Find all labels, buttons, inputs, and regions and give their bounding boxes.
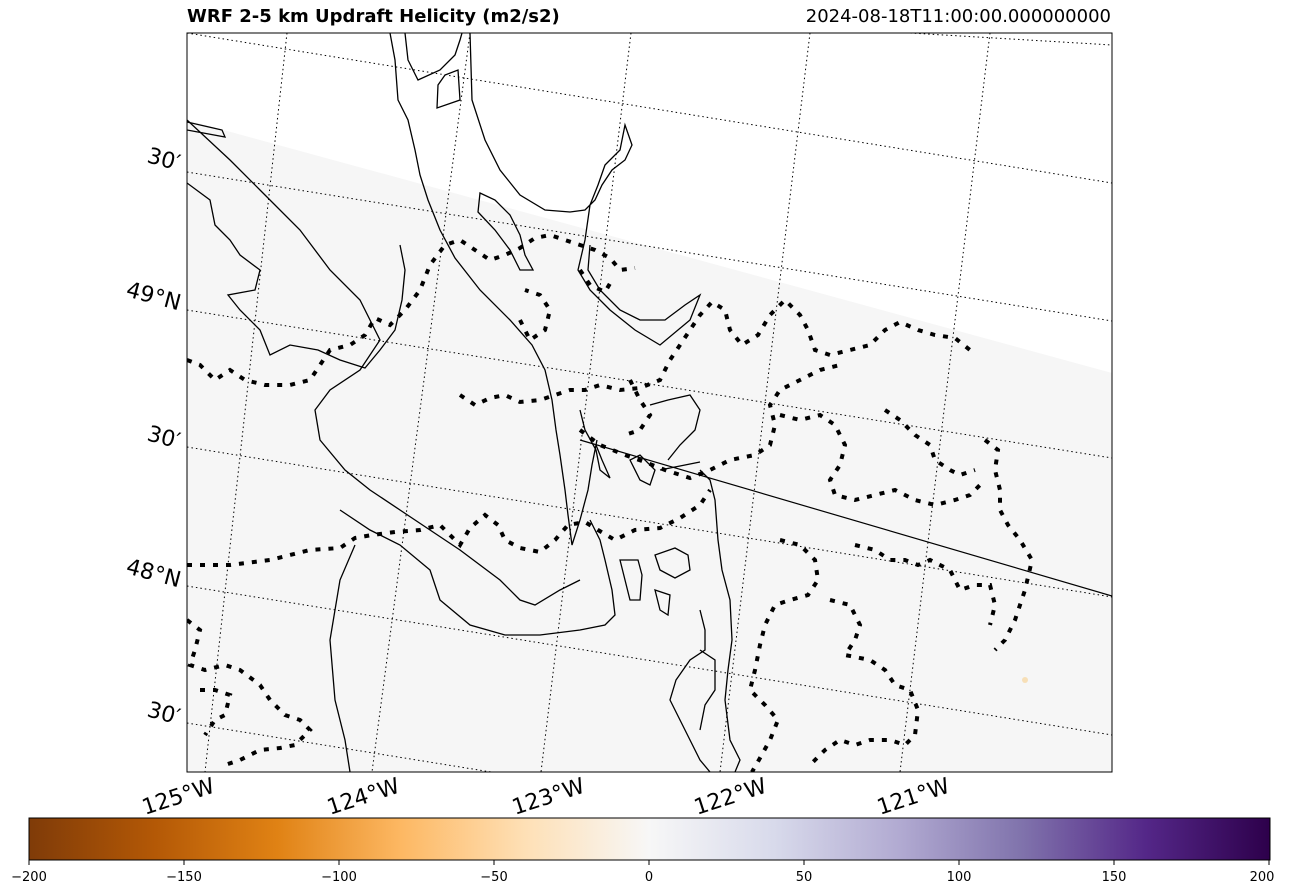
map-panel — [187, 33, 1112, 772]
colorbar-ticks — [28, 860, 1270, 865]
colorbar-tick-label: −50 — [480, 870, 507, 885]
dashed-contours — [187, 232, 1035, 772]
lon-label: 123°W — [509, 774, 588, 821]
colorbar-tick-label: 50 — [796, 870, 813, 885]
longitude-labels: 125°W 124°W 123°W 122°W 121°W — [139, 774, 953, 821]
colorbar-tick-label: 200 — [1250, 870, 1275, 885]
latitude-labels: 30′ 49°N 30′ 48°N 30′ — [123, 144, 183, 731]
lat-label: 48°N — [123, 555, 183, 594]
map-frame — [186, 32, 1113, 773]
longitude-gridlines — [204, 33, 991, 772]
helicity-field — [187, 120, 1112, 772]
colorbar — [28, 817, 1271, 861]
lon-label: 121°W — [874, 774, 953, 821]
lon-label: 122°W — [691, 774, 770, 821]
lat-label: 30′ — [144, 144, 182, 177]
lon-label: 125°W — [139, 774, 218, 821]
coastlines — [187, 33, 741, 772]
colorbar-tick-label: 0 — [645, 870, 653, 885]
colorbar-tick-label: −100 — [321, 870, 357, 885]
lat-label: 49°N — [123, 278, 183, 317]
colorbar-tick-label: −200 — [11, 870, 47, 885]
lat-label: 30′ — [144, 422, 182, 455]
colorbar-tick-labels: −200 −150 −100 −50 0 50 100 150 200 — [11, 870, 1274, 885]
map-timestamp: 2024-08-18T11:00:00.000000000 — [805, 6, 1111, 27]
international-border — [579, 439, 1112, 597]
helicity-blob — [1022, 677, 1028, 683]
lon-label: 124°W — [324, 774, 403, 821]
colorbar-tick-label: 100 — [947, 870, 972, 885]
lat-label: 30′ — [144, 698, 182, 731]
colorbar-tick-label: 150 — [1102, 870, 1127, 885]
map-title: WRF 2-5 km Updraft Helicity (m2/s2) — [187, 6, 560, 27]
colorbar-tick-label: −150 — [166, 870, 202, 885]
